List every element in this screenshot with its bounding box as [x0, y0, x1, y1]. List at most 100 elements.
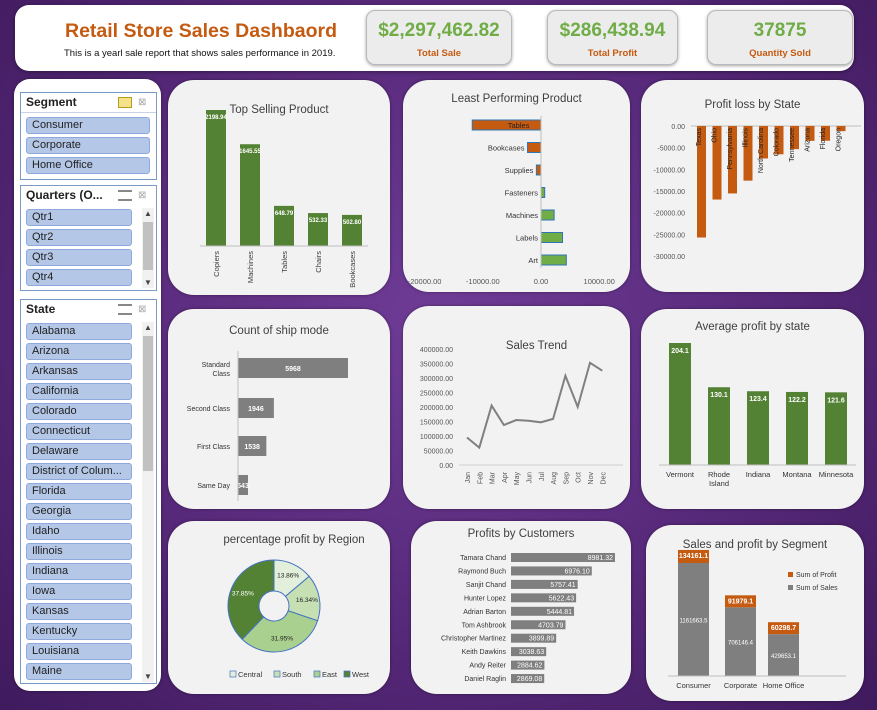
slicer-item-corporate[interactable]: Corporate: [26, 137, 150, 154]
slicer-item-illinois[interactable]: Illinois: [26, 543, 132, 560]
slicer-item-arkansas[interactable]: Arkansas: [26, 363, 132, 380]
clear-filter-icon[interactable]: ⊠: [138, 97, 147, 108]
x-tick-label: Copiers: [212, 251, 221, 277]
state-slicer[interactable]: State ⊠ Alabama Arizona Arkansas California…: [20, 299, 157, 684]
bar: [511, 553, 615, 562]
category-label: Fasteners: [505, 189, 539, 198]
y-tick-label: 0.00: [671, 124, 685, 131]
slicer-item-louisiana[interactable]: Louisiana: [26, 643, 132, 660]
x-tick-label: 0.00: [534, 277, 549, 286]
scroll-down-icon[interactable]: ▼: [144, 672, 152, 681]
slicer-item-idaho[interactable]: Idaho: [26, 523, 132, 540]
multi-select-icon[interactable]: [118, 97, 132, 108]
data-label: 122.2: [788, 397, 806, 404]
profit-loss-state-card: Profit loss by State 0.00 -5000.00 -10000.…: [641, 80, 864, 292]
sales-bar: [725, 607, 756, 676]
state-scrollbar[interactable]: ▲ ▼: [142, 322, 154, 682]
slicer-item-qtr2[interactable]: Qtr2: [26, 229, 132, 246]
data-label: 130.1: [710, 392, 728, 399]
bar: [836, 126, 846, 132]
chart-title: Sales and profit by Segment: [682, 539, 828, 551]
slicer-item-indiana[interactable]: Indiana: [26, 563, 132, 580]
legend-label: Sum of Sales: [796, 585, 838, 592]
legend-label: East: [322, 670, 338, 679]
category-label: First Class: [197, 444, 231, 451]
category-label: North Carolina: [758, 128, 765, 173]
category-label: Tamara Chand: [460, 555, 506, 562]
data-label: 5757.41: [550, 582, 575, 589]
scroll-down-icon[interactable]: ▼: [144, 278, 152, 287]
y-tick-label: -30000.00: [653, 254, 685, 261]
y-tick-label: 50000.00: [424, 449, 453, 456]
slicer-item-qtr1[interactable]: Qtr1: [26, 209, 132, 226]
slicer-item-qtr3[interactable]: Qtr3: [26, 249, 132, 266]
segment-slicer[interactable]: Segment ⊠ Consumer Corporate Home Office: [20, 92, 157, 180]
slicer-item-alabama[interactable]: Alabama: [26, 323, 132, 340]
data-label: 5622.43: [549, 595, 574, 602]
x-tick-label: Sep: [563, 472, 570, 485]
slicer-item-qtr4[interactable]: Qtr4: [26, 269, 132, 286]
data-label: 8981.32: [588, 555, 613, 562]
slicer-item-florida[interactable]: Florida: [26, 483, 132, 500]
donut-slice: [227, 559, 275, 640]
scroll-up-icon[interactable]: ▲: [144, 323, 152, 332]
category-label: Raymond Buch: [458, 568, 506, 575]
category-label: Art: [528, 256, 539, 265]
segment-slicer-title: Segment: [26, 95, 77, 109]
slicer-item-consumer[interactable]: Consumer: [26, 117, 150, 134]
multi-select-icon[interactable]: [118, 304, 132, 315]
slicer-item-california[interactable]: California: [26, 383, 132, 400]
kpi-total-profit-label: Total Profit: [587, 48, 638, 59]
sales-bar: [768, 634, 799, 676]
x-tick-label: Jun: [527, 472, 534, 483]
profit-bar: [678, 549, 709, 563]
customers-profit-card: Profits by Customers 8981.32 Tamara Chand…: [411, 521, 631, 694]
kpi-quantity-sold-label: Quantity Sold: [749, 48, 811, 59]
sales-label: 429653.1: [771, 654, 797, 660]
scroll-thumb[interactable]: [143, 222, 153, 270]
chart-title: Count of ship mode: [229, 325, 329, 337]
bar: [697, 126, 706, 238]
slicer-item-delaware[interactable]: Delaware: [26, 443, 132, 460]
bar: [540, 187, 546, 198]
profit-label: 60298.7: [771, 625, 796, 632]
data-label: 1538: [244, 444, 260, 451]
chart-title: Profit loss by State: [704, 99, 801, 111]
kpi-quantity-sold: 37875 Quantity Sold: [707, 10, 853, 65]
slicer-item-iowa[interactable]: Iowa: [26, 583, 132, 600]
x-tick-label: Rhode Island: [708, 470, 730, 488]
slicer-item-maine[interactable]: Maine: [26, 663, 132, 680]
clear-filter-icon[interactable]: ⊠: [138, 190, 147, 201]
slicer-item-colorado[interactable]: Colorado: [26, 403, 132, 420]
clear-filter-icon[interactable]: ⊠: [138, 304, 147, 315]
multi-select-icon[interactable]: [118, 190, 132, 201]
quarters-scrollbar[interactable]: ▲ ▼: [142, 208, 154, 288]
y-tick-label: -25000.00: [653, 232, 685, 239]
data-label: 532.33: [309, 218, 328, 224]
scroll-thumb[interactable]: [143, 336, 153, 471]
bar: [342, 214, 362, 246]
least-performing-product-card: Least Performing Product Tables Bookcases…: [403, 80, 630, 292]
y-tick-label: 350000.00: [420, 362, 453, 369]
kpi-total-sale: $2,297,462.82 Total Sale: [366, 10, 512, 65]
page-subtitle: This is a yearl sale report that shows s…: [64, 48, 336, 59]
category-label: Adrian Barton: [463, 609, 506, 616]
slicer-item-arizona[interactable]: Arizona: [26, 343, 132, 360]
bar: [274, 205, 294, 246]
slicer-item-georgia[interactable]: Georgia: [26, 503, 132, 520]
slicer-item-kansas[interactable]: Kansas: [26, 603, 132, 620]
category-label: Daniel Raglin: [464, 676, 506, 683]
slicer-item-kentucky[interactable]: Kentucky: [26, 623, 132, 640]
sales-bar: [678, 563, 709, 676]
top-selling-chart: 2198.94 Copiers 1645.55 Machines 648.79 Table…: [200, 110, 368, 288]
x-tick-label: Tables: [280, 251, 289, 273]
slicer-item-home-office[interactable]: Home Office: [26, 157, 150, 174]
data-label: 121.6: [827, 397, 845, 404]
slicer-item-district-of-colum-[interactable]: District of Colum...: [26, 463, 132, 480]
quarters-slicer[interactable]: Quarters (O... ⊠ Qtr1 Qtr2 Qtr3 Qtr4 ▲ ▼: [20, 185, 157, 291]
y-tick-label: 200000.00: [420, 405, 453, 412]
x-tick-label: Apr: [502, 471, 509, 483]
slicer-item-connecticut[interactable]: Connecticut: [26, 423, 132, 440]
x-tick-label: Nov: [588, 472, 595, 485]
scroll-up-icon[interactable]: ▲: [144, 209, 152, 218]
